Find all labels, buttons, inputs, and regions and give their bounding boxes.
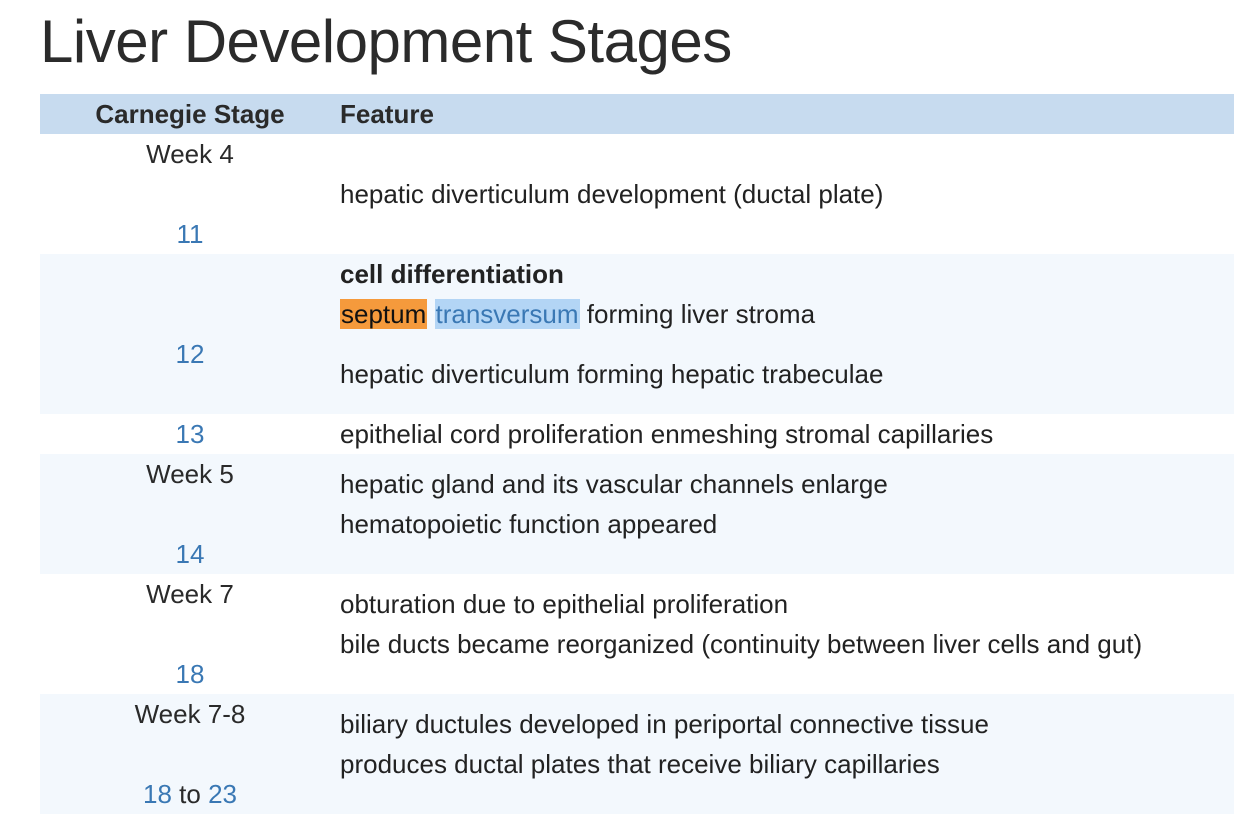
feature-text: produces ductal plates that receive bili…	[340, 749, 940, 779]
feature-heading: cell differentiation	[340, 259, 564, 289]
week-label: Week 7-8	[134, 699, 246, 729]
feature-text: epithelial cord proliferation enmeshing …	[340, 419, 994, 449]
table-row: Week 7 18 obturation due to epithelial p…	[40, 574, 1234, 694]
stage-cell: 12	[40, 254, 340, 414]
stage-link-23[interactable]: 23	[208, 779, 237, 809]
table-row: Week 5 14 hepatic gland and its vascular…	[40, 454, 1234, 574]
feature-cell: hepatic diverticulum development (ductal…	[340, 134, 1234, 254]
feature-text: biliary ductules developed in periportal…	[340, 709, 989, 739]
week-label: Week 5	[146, 459, 234, 489]
feature-cell: cell differentiation septum transversum …	[340, 254, 1234, 414]
page-title: Liver Development Stages	[40, 8, 732, 75]
stage-cell: Week 7 18	[40, 574, 340, 694]
liver-stage-table: Carnegie Stage Feature Week 4 11 hepatic…	[40, 94, 1234, 814]
stage-link-14[interactable]: 14	[175, 539, 205, 569]
stage-link-12[interactable]: 12	[175, 339, 205, 369]
stage-cell: Week 4 11	[40, 134, 340, 254]
feature-text: obturation due to epithelial proliferati…	[340, 589, 789, 619]
header-feature[interactable]: Feature	[340, 99, 434, 129]
feature-cell: biliary ductules developed in periportal…	[340, 694, 1234, 814]
feature-text: hepatic gland and its vascular channels …	[340, 469, 888, 499]
stage-link-13[interactable]: 13	[175, 419, 205, 449]
feature-cell: obturation due to epithelial proliferati…	[340, 574, 1234, 694]
week-label: Week 7	[146, 579, 234, 609]
stage-cell: Week 5 14	[40, 454, 340, 574]
feature-text: hepatic diverticulum forming hepatic tra…	[340, 359, 884, 389]
link-transversum[interactable]: transversum	[434, 299, 580, 329]
stage-link-18[interactable]: 18	[175, 659, 205, 689]
stage-cell: 13	[40, 414, 340, 454]
stage-link-18-start[interactable]: 18	[143, 779, 172, 809]
stage-cell: Week 7-8 18 to 23	[40, 694, 340, 814]
header-carnegie-stage[interactable]: Carnegie Stage	[95, 99, 285, 129]
stage-range-to: to	[179, 779, 201, 809]
table-row: 12 cell differentiation septum transvers…	[40, 254, 1234, 414]
table-row: 13 epithelial cord proliferation enmeshi…	[40, 414, 1234, 454]
table-row: Week 4 11 hepatic diverticulum developme…	[40, 134, 1234, 254]
feature-text: hematopoietic function appeared	[340, 509, 718, 539]
feature-text-highlighted: septum transversum forming liver stroma	[340, 294, 1234, 334]
feature-text: bile ducts became reorganized (continuit…	[340, 629, 1143, 659]
feature-cell: hepatic gland and its vascular channels …	[340, 454, 1234, 574]
feature-cell: epithelial cord proliferation enmeshing …	[340, 414, 1234, 454]
week-label: Week 4	[146, 139, 234, 169]
stage-link-11[interactable]: 11	[176, 219, 204, 249]
table-row: Week 7-8 18 to 23 biliary ductules devel…	[40, 694, 1234, 814]
table-header-row: Carnegie Stage Feature	[40, 94, 1234, 134]
feature-text: hepatic diverticulum development (ductal…	[340, 179, 884, 209]
highlight-septum: septum	[340, 299, 428, 329]
feature-text-rest: forming liver stroma	[579, 299, 816, 329]
